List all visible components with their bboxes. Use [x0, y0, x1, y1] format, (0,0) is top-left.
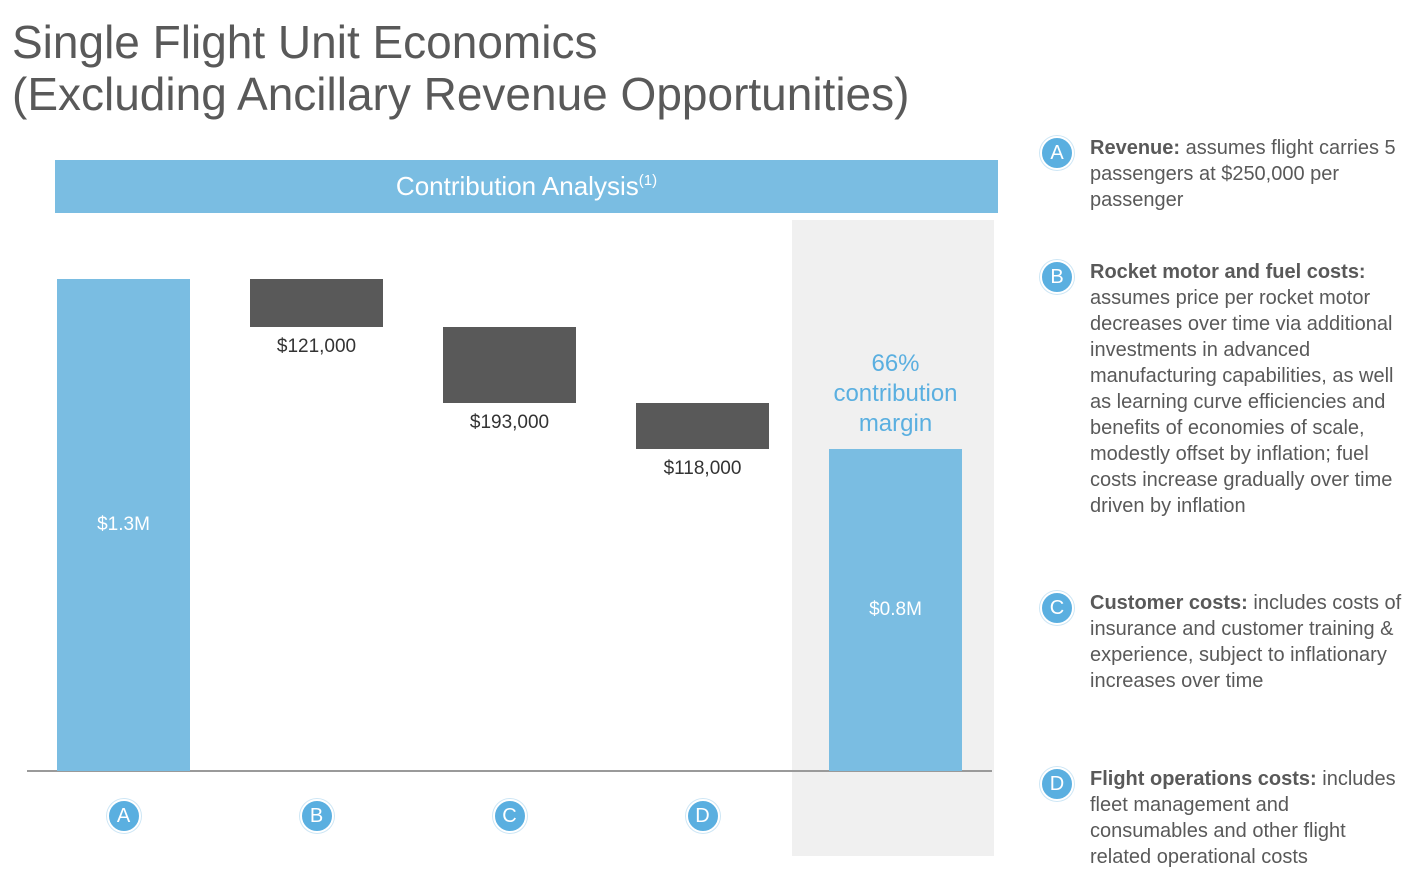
note: Flight operations costs: includes fleet … [1090, 766, 1405, 870]
banner: Contribution Analysis (1) [55, 160, 998, 213]
note: Revenue: assumes flight carries 5 passen… [1090, 135, 1405, 213]
bar [636, 402, 769, 450]
bar [829, 449, 962, 771]
category-badge: D [685, 799, 720, 833]
note-badge: D [1040, 767, 1074, 801]
value-label: $1.3M [97, 514, 150, 535]
note-text: includes fleet management and consumable… [1090, 768, 1396, 868]
banner-note: (1) [638, 172, 658, 189]
category-badge: B [299, 799, 334, 833]
chart-subtitle: (Excluding Ancillary Revenue Opportuniti… [12, 68, 910, 120]
note: Rocket motor and fuel costs: assumes pri… [1090, 259, 1405, 519]
bar [57, 279, 190, 771]
annotation: 66% contribution margin [833, 350, 958, 438]
note-heading: Flight operations costs: [1090, 768, 1317, 790]
value-label: $118,000 [663, 458, 742, 480]
value-label: $0.8M [869, 599, 922, 621]
chart-title: Single Flight Unit Economics [12, 16, 598, 68]
bar [250, 279, 383, 327]
note-heading: Revenue: [1090, 137, 1181, 159]
value-label: $121,000 [276, 335, 357, 357]
note-text: includes costs of insurance and customer… [1090, 592, 1402, 692]
note-badge: B [1040, 260, 1074, 294]
note-badge: A [1040, 136, 1074, 170]
note: Customer costs: includes costs of insura… [1090, 590, 1405, 694]
bar [443, 326, 576, 403]
banner-text: Contribution Analysis [395, 171, 639, 201]
category-badge: A [106, 799, 141, 833]
note-heading: Rocket motor and fuel costs: [1090, 261, 1366, 283]
value-label: $193,000 [469, 411, 550, 433]
note-badge: C [1040, 591, 1074, 625]
note-text: assumes flight carries 5 passengers at $… [1090, 137, 1396, 211]
note-heading: Customer costs: [1090, 592, 1248, 614]
category-badge: C [492, 799, 527, 833]
baseline [27, 770, 992, 772]
note-text: assumes price per rocket motor decreases… [1090, 287, 1394, 517]
